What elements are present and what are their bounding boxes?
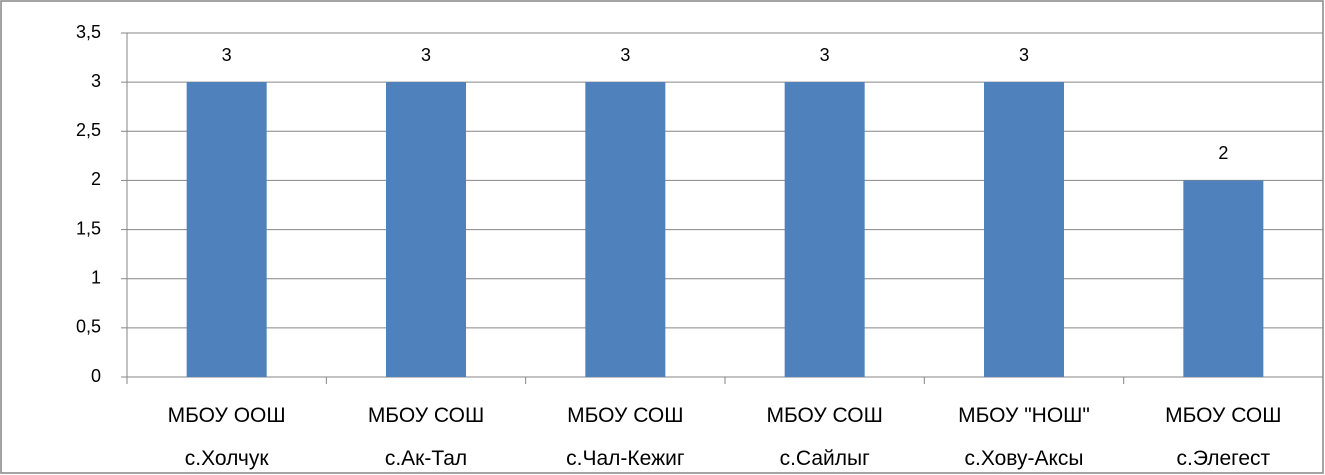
y-tick-label: 2 [91,169,101,189]
bar [386,82,466,378]
y-tick-label: 1 [91,267,101,287]
y-tick-label: 3,5 [76,22,101,42]
bar [984,82,1064,378]
data-label: 3 [620,45,630,65]
bar [784,82,865,378]
x-tick-label: МБОУ СОШ с.Элегест [1165,404,1282,470]
data-label: 3 [1019,45,1029,65]
data-label: 3 [421,45,431,65]
x-tick-label: МБОУ СОШ с.Чал-Кежиг [566,404,685,470]
bar [585,82,666,378]
y-tick-label: 3 [91,71,101,91]
data-label: 2 [1218,143,1228,163]
x-tick-label: МБОУ ООШ с.Холчук [167,404,286,470]
data-label: 3 [222,45,232,65]
data-label: 3 [820,45,830,65]
y-tick-label: 0,5 [76,317,101,337]
y-tick-label: 2,5 [76,120,101,140]
x-tick-label: МБОУ СОШ с.Сайлыг [766,404,883,470]
y-tick-label: 1,5 [76,218,101,238]
bar [186,82,267,378]
x-tick-label: МБОУ "НОШ" с.Хову-Аксы [958,404,1090,470]
y-tick-label: 0 [91,366,101,386]
bar [1183,180,1264,377]
x-tick-label: МБОУ СОШ с.Ак-Тал [367,404,485,470]
